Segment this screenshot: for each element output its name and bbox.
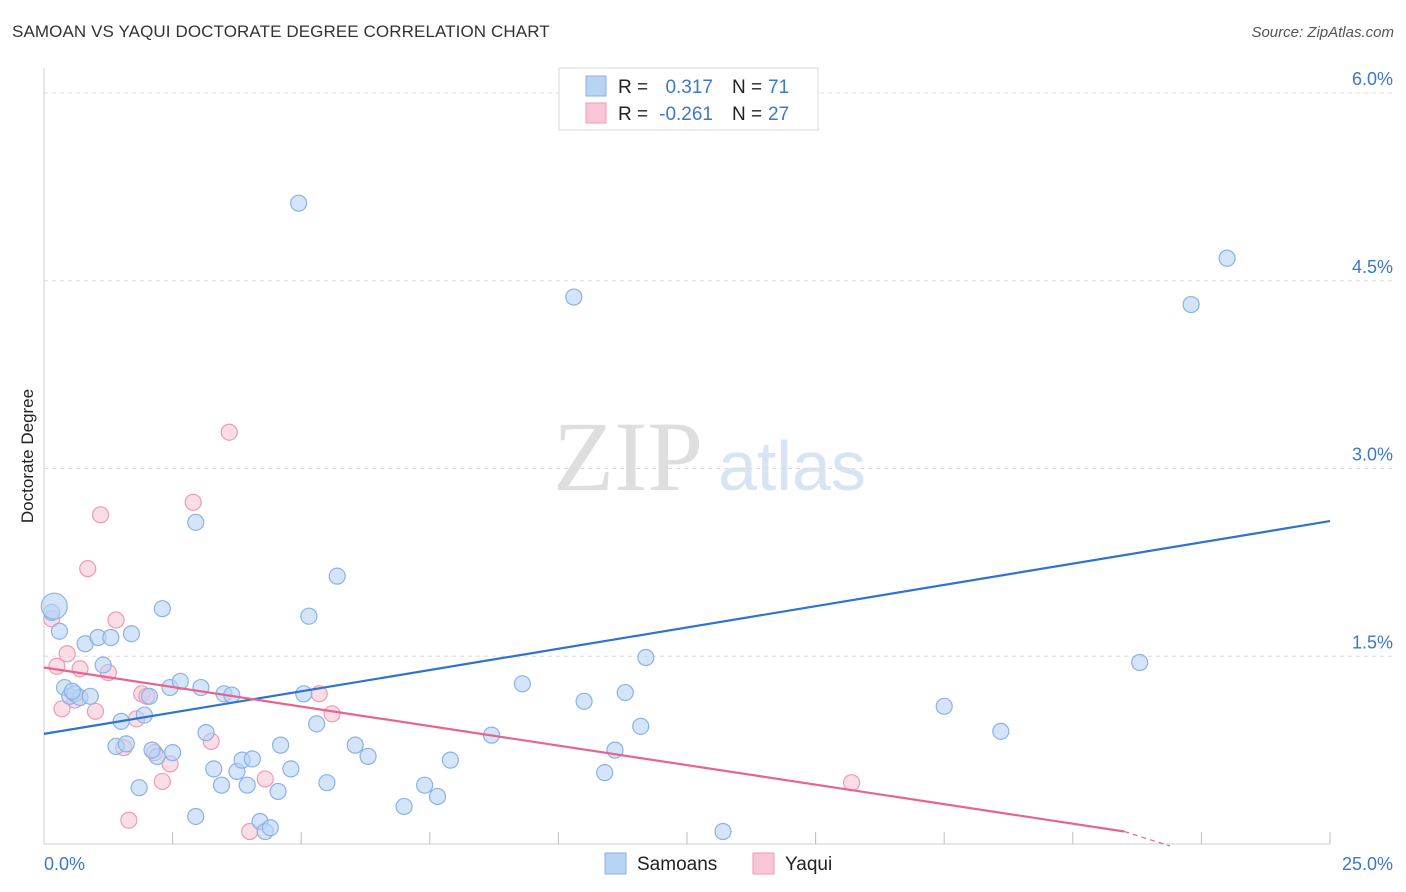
legend-n-value-yaqui: 27 — [768, 104, 789, 125]
samoan-trend-line — [43, 519, 1331, 735]
samoan-point-7 — [81, 687, 99, 705]
yaqui-point-6 — [79, 560, 97, 578]
samoan-point-37 — [261, 819, 279, 837]
x-tick-label-0: 0.0% — [44, 854, 85, 874]
samoan-point-1 — [50, 622, 69, 640]
samoan-point-63 — [935, 697, 953, 715]
samoan-point-14 — [122, 625, 141, 643]
samoan-point-56 — [575, 692, 593, 710]
samoan-point-15 — [130, 779, 148, 797]
yaqui-point-12 — [120, 811, 138, 829]
samoan-point-64 — [992, 722, 1010, 740]
yaqui-trend-line — [43, 666, 1125, 833]
legend-n-label-samoans: N = — [732, 77, 762, 98]
samoan-point-46 — [328, 567, 346, 585]
samoan-point-9 — [94, 656, 112, 674]
samoan-point-58 — [616, 683, 634, 702]
samoan-point-43 — [300, 607, 318, 625]
samoan-point-26 — [197, 724, 215, 742]
yaqui-point-2 — [53, 700, 71, 718]
samoan-point-69 — [63, 682, 81, 700]
samoan-point-48 — [359, 747, 377, 765]
legend-r-value-samoans: 0.317 — [665, 77, 713, 98]
legend-swatch-samoans — [585, 75, 607, 97]
samoan-point-27 — [205, 760, 223, 778]
legend-r-label-yaqui: R = — [618, 104, 648, 125]
y-tick-label-2: 4.5% — [1352, 257, 1393, 277]
yaqui-point-7 — [86, 702, 105, 720]
yaqui-trend-extension — [1124, 830, 1171, 847]
samoan-point-13 — [117, 735, 135, 753]
yaqui-point-25 — [323, 705, 341, 723]
samoan-point-39 — [272, 736, 290, 754]
bottom-legend-label-samoans: Samoans — [637, 854, 717, 875]
samoan-point-55 — [565, 288, 583, 306]
samoan-point-70 — [143, 741, 161, 759]
samoan-point-51 — [428, 787, 447, 806]
samoan-point-49 — [395, 797, 413, 816]
yaqui-point-3 — [58, 645, 76, 663]
samoan-point-17 — [140, 687, 159, 705]
x-tick-label-25: 25.0% — [1342, 854, 1393, 874]
bottom-legend-swatch-yaqui — [752, 852, 775, 875]
samoan-point-45 — [318, 774, 336, 792]
samoan-point-67 — [1218, 249, 1236, 267]
samoan-point-60 — [632, 717, 650, 735]
legend-r-value-yaqui: -0.261 — [659, 104, 713, 125]
y-tick-label-3: 6.0% — [1352, 69, 1393, 89]
samoan-point-57 — [596, 764, 614, 782]
samoan-point-50 — [416, 776, 434, 794]
yaqui-point-10 — [107, 611, 125, 629]
samoan-point-61 — [637, 648, 655, 667]
samoan-point-65 — [1131, 653, 1149, 672]
samoan-point-41 — [290, 194, 308, 212]
samoan-point-62 — [714, 822, 732, 841]
legend-swatch-yaqui — [585, 102, 607, 124]
samoan-point-40 — [282, 760, 300, 778]
samoan-point-34 — [243, 750, 261, 768]
watermark-zip: ZIP — [553, 401, 703, 512]
samoan-point-54 — [513, 675, 531, 693]
yaqui-point-19 — [184, 493, 202, 511]
samoan-point-21 — [164, 744, 182, 762]
samoan-points — [40, 194, 1236, 841]
samoan-point-28 — [212, 776, 231, 794]
y-tick-label-layer: 1.5% 3.0% 4.5% 6.0% — [1352, 69, 1393, 652]
legend-r-label-samoans: R = — [618, 77, 648, 98]
y-axis-title: Doctorate Degree — [18, 389, 37, 523]
yaqui-point-8 — [91, 506, 110, 524]
legend-box: R = 0.317 N = 71 R = -0.261 N = 27 — [558, 67, 819, 131]
samoan-point-16 — [135, 706, 153, 724]
samoan-point-33 — [238, 776, 256, 794]
samoan-point-66 — [1182, 295, 1200, 314]
samoan-point-38 — [269, 782, 287, 801]
grid-layer — [44, 92, 1394, 657]
y-tick-label-1: 3.0% — [1352, 445, 1393, 465]
x-tick-layer — [172, 832, 1331, 844]
samoan-point-24 — [187, 807, 205, 826]
bottom-legend-label-yaqui: Yaqui — [785, 854, 832, 875]
samoan-point-47 — [346, 736, 364, 754]
samoan-point-10 — [102, 628, 120, 647]
chart-source: Source: ZipAtlas.com — [1251, 24, 1394, 41]
chart-title: SAMOAN VS YAQUI DOCTORATE DEGREE CORRELA… — [12, 22, 550, 41]
bottom-legend-swatch-samoans — [604, 852, 627, 875]
samoan-point-68 — [40, 592, 68, 620]
samoan-point-42 — [295, 685, 313, 703]
legend-n-label-yaqui: N = — [732, 104, 762, 125]
watermark-atlas: atlas — [718, 427, 866, 505]
samoan-point-23 — [187, 513, 205, 531]
trend-layer — [43, 519, 1331, 847]
samoan-point-52 — [441, 751, 459, 769]
samoan-point-19 — [153, 600, 171, 618]
yaqui-point-23 — [256, 770, 274, 788]
y-tick-label-0: 1.5% — [1352, 632, 1393, 652]
yaqui-point-21 — [220, 423, 238, 441]
yaqui-point-17 — [153, 772, 171, 791]
bottom-legend: Samoans Yaqui — [604, 852, 832, 875]
legend-n-value-samoans: 71 — [768, 77, 789, 98]
samoan-point-44 — [308, 715, 326, 733]
